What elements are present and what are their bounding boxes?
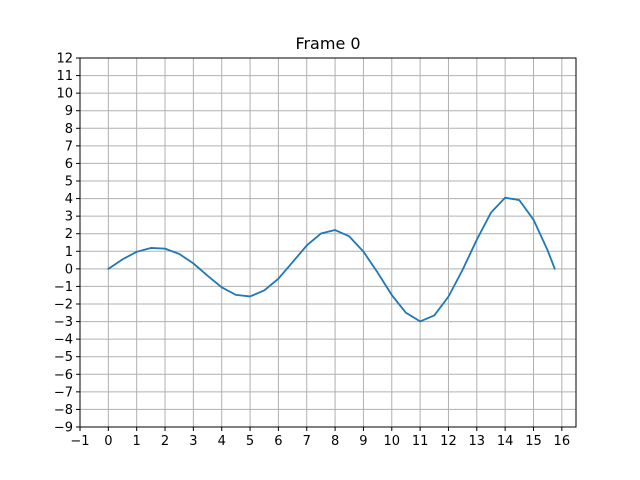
x-tick-label: 10 <box>383 434 400 449</box>
x-tick-label: 4 <box>218 434 226 449</box>
x-tick-label: 2 <box>161 434 169 449</box>
x-tick-label: 14 <box>497 434 514 449</box>
x-tick-label: 0 <box>104 434 112 449</box>
y-tick-label: 7 <box>65 139 73 154</box>
x-tick-label: 13 <box>469 434 486 449</box>
x-tick-label: 6 <box>274 434 282 449</box>
y-tick-label: −3 <box>54 315 73 330</box>
y-tick-label: 4 <box>65 192 73 207</box>
y-tick-label: 3 <box>65 210 73 225</box>
y-tick-label: −2 <box>54 298 73 313</box>
series-group <box>107 196 556 323</box>
series-line <box>107 196 556 323</box>
y-tick-label: 12 <box>56 52 73 67</box>
x-tick-label: 8 <box>331 434 339 449</box>
y-tick-label: 10 <box>56 87 73 102</box>
y-tick-label: −8 <box>54 403 73 418</box>
x-tick-label: 15 <box>525 434 542 449</box>
x-tick-label: 3 <box>189 434 197 449</box>
x-tick-label: 12 <box>440 434 457 449</box>
y-tick-label: −4 <box>54 333 73 348</box>
x-tick-label: 7 <box>303 434 311 449</box>
y-tick-label: 9 <box>65 104 73 119</box>
x-tick-label: 5 <box>246 434 254 449</box>
chart-title: Frame 0 <box>295 34 360 53</box>
y-tick-label: 5 <box>65 175 73 190</box>
y-tick-label: 11 <box>56 69 73 84</box>
x-tick-label: 16 <box>554 434 571 449</box>
y-tick-label: 6 <box>65 157 73 172</box>
y-tick-label: −5 <box>54 350 73 365</box>
y-tick-label: 8 <box>65 122 73 137</box>
ticks: −1 0 1 2 3 4 5 6 7 8 9 10 11 12 13 14 15 16−9−8−7−6−5−4−3… <box>54 52 570 450</box>
y-tick-label: −7 <box>54 385 73 400</box>
x-tick-label: 11 <box>412 434 429 449</box>
y-tick-label: 0 <box>65 262 73 277</box>
y-tick-label: 1 <box>65 245 73 260</box>
y-tick-label: −9 <box>54 421 73 436</box>
y-tick-label: 2 <box>65 227 73 242</box>
y-tick-label: −6 <box>54 368 73 383</box>
x-tick-label: 9 <box>359 434 367 449</box>
x-tick-label: −1 <box>70 434 89 449</box>
x-tick-label: 1 <box>133 434 141 449</box>
grid <box>79 57 576 428</box>
plot-frame <box>79 57 577 428</box>
y-tick-label: −1 <box>54 280 73 295</box>
